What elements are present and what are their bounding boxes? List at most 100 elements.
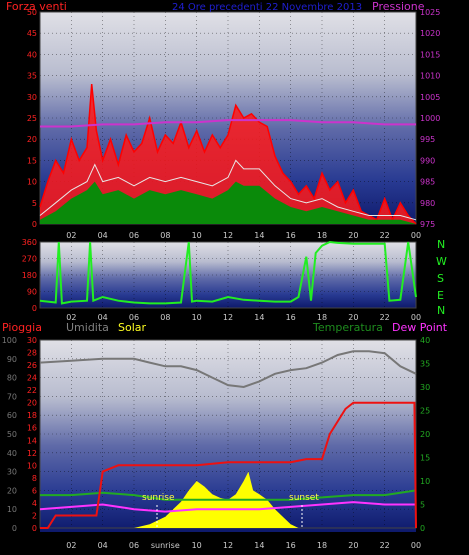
direction-x-tick: 08 <box>160 313 170 322</box>
wind-y-tick: 30 <box>27 93 37 102</box>
wind-strength-label: Forza venti <box>6 0 67 13</box>
temperature-y-tick: 20 <box>420 430 430 439</box>
wind-gust-area <box>40 84 416 224</box>
wind-x-tick: 12 <box>223 231 233 240</box>
humidity-y-tick: 80 <box>7 374 17 383</box>
direction-x-tick: 04 <box>98 313 108 322</box>
temperature-y-tick: 30 <box>420 383 430 392</box>
wind-y-tick: 10 <box>27 178 37 187</box>
panel-border <box>39 241 417 309</box>
wind-y-tick: 45 <box>27 29 37 38</box>
rain-y-tick: 8 <box>32 474 37 483</box>
temperature-y-tick: 10 <box>420 477 430 486</box>
wind-x-tick: 16 <box>286 231 296 240</box>
solar-label: Solar <box>118 321 147 334</box>
humidity-line <box>39 350 417 389</box>
bottom-x-tick: 18 <box>317 541 327 550</box>
rain-y-tick: 16 <box>27 424 37 433</box>
rain-y-tick: 20 <box>27 399 37 408</box>
rain-line <box>40 401 417 529</box>
temperature-y-tick: 25 <box>420 407 430 416</box>
wind-x-tick: 14 <box>254 231 264 240</box>
direction-x-tick: 02 <box>66 313 76 322</box>
direction-x-tick: 12 <box>223 313 233 322</box>
sunset-annotation: sunset <box>289 493 319 503</box>
pressure-y-tick: 1025 <box>420 8 440 17</box>
bottom-x-tick: 10 <box>192 541 202 550</box>
wind-y-tick: 50 <box>27 8 37 17</box>
humidity-y-tick: 20 <box>7 486 17 495</box>
wind-smoothed-line <box>39 159 417 221</box>
direction-x-tick: 18 <box>317 313 327 322</box>
direction-x-tick: 14 <box>254 313 264 322</box>
humidity-y-tick: 30 <box>7 468 17 477</box>
humidity-y-tick: 40 <box>7 449 17 458</box>
rain-y-tick: 0 <box>32 524 37 533</box>
wind-x-tick: 18 <box>317 231 327 240</box>
bottom-x-tick: 04 <box>98 541 108 550</box>
temperature-y-tick: 35 <box>420 360 430 369</box>
rain-y-tick: 18 <box>27 411 37 420</box>
bottom-x-tick: 14 <box>254 541 264 550</box>
temperature-y-tick: 15 <box>420 454 430 463</box>
rain-y-tick: 10 <box>27 461 37 470</box>
dewpoint-label: Dew Point <box>392 321 448 334</box>
bottom-x-tick: sunrise <box>151 541 180 550</box>
pressure-y-tick: 1010 <box>420 72 440 81</box>
wind-y-tick: 40 <box>27 50 37 59</box>
wind-x-tick: 20 <box>348 231 358 240</box>
direction-label-n-top: N <box>437 238 445 251</box>
pressure-label: Pressione <box>372 0 425 13</box>
temperature-y-tick: 5 <box>420 501 425 510</box>
pressure-y-tick: 985 <box>420 178 435 187</box>
direction-x-tick: 06 <box>129 313 139 322</box>
temperature-line <box>40 489 417 501</box>
wind-gust-line <box>39 84 417 225</box>
rain-y-tick: 4 <box>32 499 37 508</box>
direction-x-tick: 16 <box>286 313 296 322</box>
direction-y-tick: 180 <box>22 271 37 280</box>
wind-y-tick: 20 <box>27 135 37 144</box>
wind-mean-area <box>40 181 416 224</box>
temperature-label: Temperatura <box>312 321 383 334</box>
wind-x-tick: 08 <box>160 231 170 240</box>
pressure-y-tick: 1015 <box>420 50 440 59</box>
humidity-label: Umidita <box>66 321 109 334</box>
bottom-x-tick: 12 <box>223 541 233 550</box>
wind-x-tick: 00 <box>411 231 421 240</box>
dewpoint-line <box>39 501 416 513</box>
humidity-y-tick: 60 <box>7 411 17 420</box>
bottom-x-tick: 02 <box>66 541 76 550</box>
rain-y-tick: 6 <box>32 486 37 495</box>
wind-x-tick: 06 <box>129 231 139 240</box>
direction-y-tick: 360 <box>22 238 37 247</box>
wind-x-tick: 02 <box>66 231 76 240</box>
pressure-line <box>40 119 416 128</box>
direction-label-n-bottom: N <box>437 304 445 317</box>
chart-title: 24 Ore precedenti 22 Novembre 2013 <box>172 2 362 13</box>
direction-label-s: S <box>437 272 444 285</box>
direction-y-tick: 90 <box>27 288 37 297</box>
humidity-y-tick: 70 <box>7 392 17 401</box>
humidity-y-tick: 100 <box>2 336 17 345</box>
rain-label: Pioggia <box>2 321 42 334</box>
bottom-x-tick: 16 <box>286 541 296 550</box>
humidity-y-tick: 50 <box>7 430 17 439</box>
bottom-x-tick: 20 <box>348 541 358 550</box>
direction-y-tick: 270 <box>22 255 37 264</box>
pressure-y-tick: 980 <box>420 199 435 208</box>
direction-x-tick: 22 <box>380 313 390 322</box>
humidity-y-tick: 10 <box>7 505 17 514</box>
pressure-y-tick: 1005 <box>420 93 440 102</box>
wind-x-tick: 22 <box>380 231 390 240</box>
wind-y-tick: 0 <box>32 220 37 229</box>
rain-y-tick: 2 <box>32 511 37 520</box>
wind-x-tick: 10 <box>192 231 202 240</box>
direction-y-tick: 0 <box>32 304 37 313</box>
rain-y-tick: 22 <box>27 386 37 395</box>
humidity-y-tick: 90 <box>7 355 17 364</box>
temperature-y-tick: 40 <box>420 336 430 345</box>
rain-y-tick: 26 <box>27 361 37 370</box>
